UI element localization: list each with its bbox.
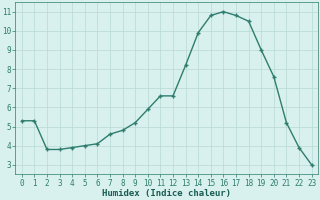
X-axis label: Humidex (Indice chaleur): Humidex (Indice chaleur) (102, 189, 231, 198)
